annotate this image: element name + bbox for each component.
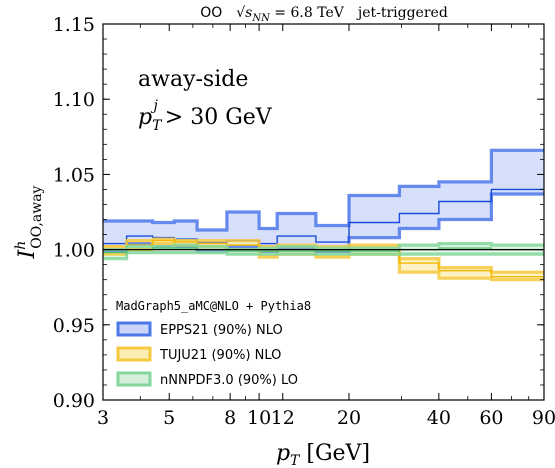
legend-label-2: nNNPDF3.0 (90%) LO [160,373,298,388]
x-tick-label: 8 [224,407,236,429]
legend: MadGraph5_aMC@NLO + Pythia8 EPPS21 (90%)… [116,299,311,388]
x-tick-label: 90 [532,407,555,429]
series-2-band-bin-7 [277,246,316,255]
x-tick-label: 10 [247,407,271,429]
legend-swatch-2 [116,371,152,387]
x-axis-label: pT [GeV] [276,441,370,468]
y-axis-label: IhOO,away [13,185,45,259]
series-0-upper-edge [103,148,544,232]
x-tick-label: 3 [97,407,109,429]
y-tick-label: 1.15 [53,14,95,36]
title-energy-value: = 6.8 TeV [270,5,345,21]
legend-swatch-0 [116,321,152,337]
series-0-band-bin-1 [126,221,153,244]
y-tick-label: 1.05 [53,164,95,186]
x-tick-label: 20 [337,407,361,429]
title-system: OO [200,5,222,21]
y-tick-label: 1.00 [53,240,95,262]
series-1-band-bin-12 [491,272,544,280]
legend-label-1: TUJU21 (90%) NLO [159,348,281,363]
x-tick-label: 12 [271,407,295,429]
series-0-band-bin-7 [277,213,316,249]
title-energy-sub: NN [251,13,271,24]
series-0-band-bin-12 [491,150,544,194]
x-tick-label: 40 [427,407,451,429]
series-1-band-bin-3 [174,240,198,246]
legend-swatch-1 [116,346,152,362]
series-2-band-bin-5 [226,249,260,255]
plot-frame [102,23,545,401]
series-1-band-bin-2 [152,239,175,244]
title-energy: √s [236,5,252,21]
title-trigger: jet-triggered [356,5,448,21]
x-tick-label: 60 [479,407,503,429]
series-1-lower-edge [103,242,544,282]
y-tick-label: 0.90 [53,390,95,412]
y-tick-label: 1.10 [53,89,95,111]
series-0-band-bin-10 [399,186,439,229]
series-2-band-bin-11 [438,243,492,255]
series-1-band-bin-10 [399,258,439,273]
series-0-band-bin-9 [348,195,400,238]
y-tick-label: 0.95 [53,315,95,337]
series-2-upper-edge [103,242,544,252]
annotation-away-side: away-side [138,67,248,92]
x-tick-label: 5 [163,407,175,429]
legend-title: MadGraph5_aMC@NLO + Pythia8 [116,299,311,313]
series-2-lower-edge [103,251,544,261]
chart-title: OO √sNN = 6.8 TeV jet-triggered [200,5,448,24]
legend-label-0: EPPS21 (90%) NLO [160,323,283,338]
series-2-band-bin-3 [174,245,198,253]
annotation-ptj-cut: pTj > 30 GeV [138,98,273,134]
series-1-band-bin-11 [438,267,492,279]
series-0-band-bin-11 [438,181,492,220]
